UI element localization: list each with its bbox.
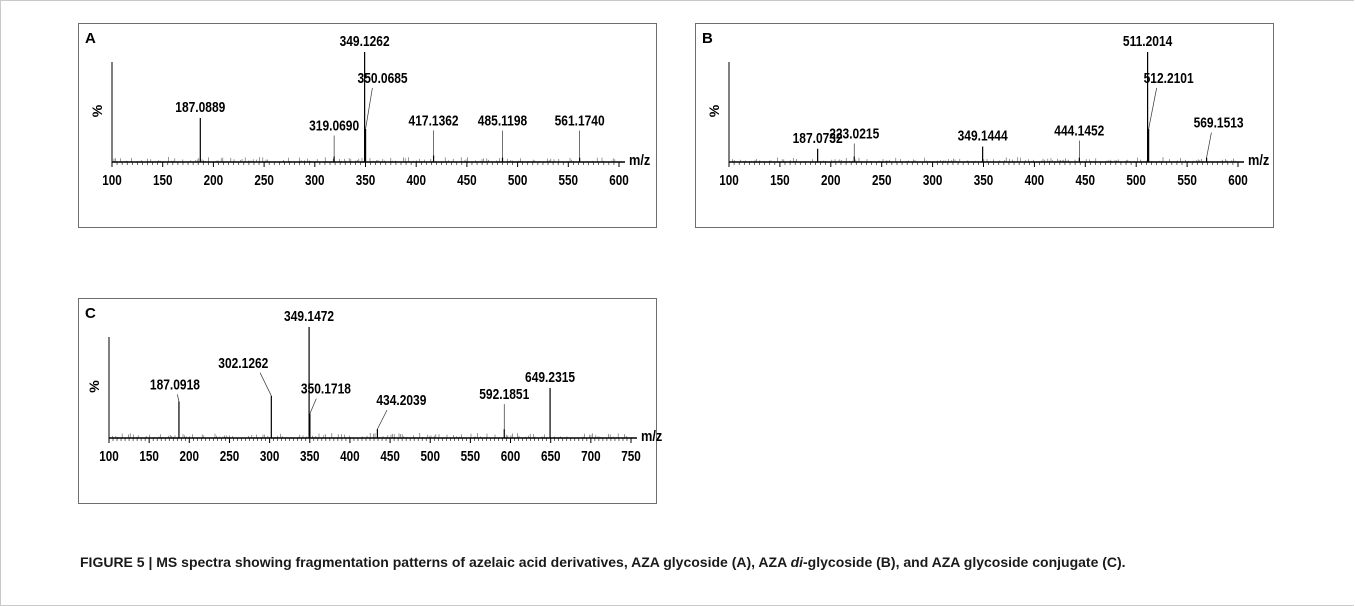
x-tick-label: 150 <box>153 172 173 189</box>
y-axis-label: % <box>89 104 105 117</box>
x-tick-label: 750 <box>621 448 641 465</box>
y-axis-label: % <box>86 380 102 393</box>
x-tick-label: 400 <box>406 172 426 189</box>
peak-label-511.2014: 511.2014 <box>1123 33 1173 50</box>
x-tick-label: 600 <box>609 172 629 189</box>
x-tick-label: 300 <box>260 448 280 465</box>
x-tick-label: 150 <box>770 172 790 189</box>
x-tick-label: 100 <box>719 172 739 189</box>
caption-text-2: -glycoside (B), and AZA glycoside conjug… <box>803 554 1126 570</box>
peak-label-350.1718: 350.1718 <box>301 380 351 397</box>
peak-label-349.1262: 349.1262 <box>340 33 390 50</box>
x-tick-label: 600 <box>501 448 521 465</box>
peak-leader <box>377 409 388 430</box>
x-axis-label: m/z <box>629 151 650 168</box>
x-tick-label: 450 <box>457 172 477 189</box>
peak-label-187.0918: 187.0918 <box>150 376 200 393</box>
x-tick-label: 300 <box>923 172 943 189</box>
peak-leader <box>259 372 272 396</box>
x-minor-ticks <box>111 162 620 167</box>
x-tick-label: 500 <box>420 448 440 465</box>
x-tick-label: 400 <box>1025 172 1045 189</box>
x-tick-label: 500 <box>1126 172 1146 189</box>
peak-leader <box>365 87 373 130</box>
peak-label-350.0685: 350.0685 <box>358 70 408 87</box>
peak-label-187.0732: 187.0732 <box>793 130 843 147</box>
x-minor-ticks <box>108 438 632 443</box>
peak-label-434.2039: 434.2039 <box>376 392 426 409</box>
peak-label-223.0215: 223.0215 <box>829 125 879 142</box>
x-tick-label: 250 <box>220 448 240 465</box>
x-minor-ticks <box>728 162 1239 167</box>
peak-label-319.0690: 319.0690 <box>309 117 359 134</box>
y-axis-label: % <box>706 104 722 117</box>
x-tick-label: 550 <box>1177 172 1197 189</box>
peak-leader <box>1206 132 1212 158</box>
x-tick-label: 450 <box>380 448 400 465</box>
x-tick-label: 600 <box>1228 172 1248 189</box>
x-tick-label: 100 <box>102 172 122 189</box>
peak-label-561.1740: 561.1740 <box>555 112 605 129</box>
peak-label-187.0889: 187.0889 <box>175 99 225 116</box>
spectrum-panel-c: C% 100 150 200 250 300 350 400 450 500 550 600 650 70… <box>78 298 662 504</box>
peak-label-444.1452: 444.1452 <box>1054 122 1104 139</box>
spectrum-svg-c: C% 100 150 200 250 300 350 400 450 500 550 600 650 70… <box>85 305 662 465</box>
figure-caption: FIGURE 5 | MS spectra showing fragmentat… <box>80 552 1330 573</box>
peak-label-349.1444: 349.1444 <box>958 127 1008 144</box>
x-tick-label: 350 <box>356 172 376 189</box>
x-tick-label: 500 <box>508 172 528 189</box>
x-tick-label: 550 <box>559 172 579 189</box>
x-tick-label: 350 <box>300 448 320 465</box>
peak-label-592.1851: 592.1851 <box>479 386 529 403</box>
x-tick-label: 150 <box>139 448 159 465</box>
panel-label-c: C <box>85 305 96 322</box>
panel-label-a: A <box>85 30 96 47</box>
peak-label-649.2315: 649.2315 <box>525 369 575 386</box>
x-tick-label: 350 <box>974 172 994 189</box>
peak-label-485.1198: 485.1198 <box>478 112 528 129</box>
peak-label-569.1513: 569.1513 <box>1194 114 1244 131</box>
x-tick-label: 250 <box>254 172 274 189</box>
spectrum-panel-a: A% 100 150 200 250 300 350 400 450 500 550 600 m/z 18… <box>78 23 657 228</box>
x-axis-label: m/z <box>1248 151 1269 168</box>
x-tick-label: 550 <box>461 448 481 465</box>
x-tick-label: 300 <box>305 172 325 189</box>
peak-leader <box>1148 87 1157 130</box>
caption-italic-di: di <box>790 554 804 570</box>
spectrum-panel-b: B% 100 150 200 250 300 350 400 450 500 550 600 m/z 18… <box>695 23 1274 228</box>
x-tick-label: 200 <box>180 448 200 465</box>
x-tick-label: 250 <box>872 172 892 189</box>
x-tick-label: 200 <box>821 172 841 189</box>
peak-label-512.2101: 512.2101 <box>1144 70 1194 87</box>
x-tick-label: 450 <box>1076 172 1096 189</box>
peak-label-417.1362: 417.1362 <box>409 112 459 129</box>
x-tick-label: 650 <box>541 448 561 465</box>
x-tick-label: 200 <box>204 172 224 189</box>
peak-leader <box>309 398 317 414</box>
peak-label-349.1472: 349.1472 <box>284 308 334 325</box>
x-tick-label: 700 <box>581 448 601 465</box>
panel-label-b: B <box>702 30 713 47</box>
x-axis-label: m/z <box>641 427 662 444</box>
peak-label-302.1262: 302.1262 <box>218 355 268 372</box>
peak-leader <box>177 394 180 402</box>
x-tick-label: 100 <box>99 448 119 465</box>
x-tick-label: 400 <box>340 448 360 465</box>
caption-text-1: FIGURE 5 | MS spectra showing fragmentat… <box>80 554 791 570</box>
